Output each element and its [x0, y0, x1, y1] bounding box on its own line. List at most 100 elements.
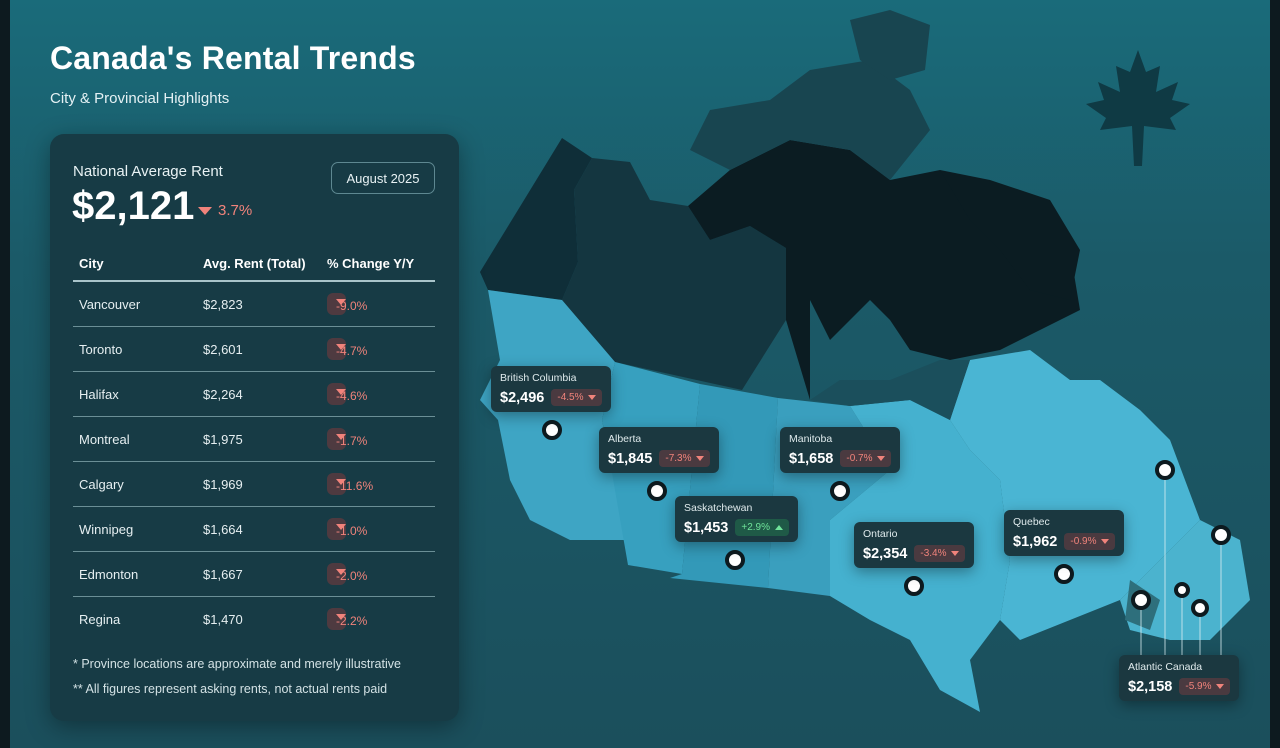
- province-card-saskatchewan[interactable]: Saskatchewan $1,453 +2.9%: [675, 496, 798, 542]
- table-row: Halifax $2,264 -4.6%: [73, 372, 435, 417]
- change-badge: -2.2%: [327, 608, 367, 630]
- caret-down-icon: [336, 524, 346, 530]
- province-change-badge: -5.9%: [1179, 678, 1231, 695]
- province-rent: $1,962: [1013, 533, 1058, 550]
- table-row: Toronto $2,601 -4.7%: [73, 327, 435, 372]
- province-change: -3.4%: [920, 548, 947, 559]
- province-name: Manitoba: [789, 433, 833, 445]
- infographic: Canada's Rental Trends City & Provincial…: [10, 0, 1270, 748]
- arctic-islands: [690, 60, 930, 180]
- province-change-badge: -4.5%: [551, 389, 603, 406]
- city-rent: $2,264: [203, 387, 243, 402]
- change-badge: -4.7%: [327, 338, 367, 360]
- caret-down-icon: [198, 206, 212, 215]
- change-badge: -11.6%: [327, 473, 373, 495]
- province-name: Ontario: [863, 528, 898, 540]
- national-change-value: 3.7%: [218, 202, 253, 219]
- province-change: -0.9%: [1070, 536, 1097, 547]
- page-subtitle: City & Provincial Highlights: [50, 90, 230, 107]
- change-badge: -1.0%: [327, 518, 367, 540]
- city-rent: $1,667: [203, 567, 243, 582]
- province-change: -7.3%: [665, 453, 692, 464]
- city-name: Vancouver: [79, 297, 141, 312]
- city-rent: $2,601: [203, 342, 243, 357]
- change-badge: -2.0%: [327, 563, 367, 585]
- caret-down-icon: [696, 456, 705, 461]
- map-pin-icon: [1155, 460, 1175, 480]
- arctic-islands-north: [850, 10, 930, 80]
- british-columbia: [480, 290, 628, 540]
- caret-down-icon: [336, 389, 346, 395]
- city-name: Halifax: [79, 387, 119, 402]
- province-rent: $1,845: [608, 450, 653, 467]
- province-card-atlantic-canada[interactable]: Atlantic Canada $2,158 -5.9%: [1119, 655, 1240, 701]
- caret-down-icon: [951, 551, 960, 556]
- province-name: Quebec: [1013, 516, 1050, 528]
- province-change: -0.7%: [846, 453, 873, 464]
- province-card-manitoba[interactable]: Manitoba $1,658 -0.7%: [780, 427, 901, 473]
- table-row: Calgary $1,969 -11.6%: [73, 462, 435, 507]
- column-header-rent: Avg. Rent (Total): [203, 256, 306, 271]
- yukon-territory: [480, 138, 592, 300]
- province-card-british-columbia[interactable]: British Columbia $2,496 -4.5%: [491, 366, 612, 412]
- caret-down-icon: [588, 395, 597, 400]
- caret-down-icon: [1216, 684, 1225, 689]
- province-change: -5.9%: [1185, 681, 1212, 692]
- map-pin-icon: [1174, 582, 1190, 598]
- table-row: Vancouver $2,823 -9.0%: [73, 282, 435, 327]
- caret-down-icon: [336, 614, 346, 620]
- caret-down-icon: [336, 344, 346, 350]
- caret-down-icon: [336, 479, 346, 485]
- province-rent: $1,453: [684, 519, 729, 536]
- city-rent: $2,823: [203, 297, 243, 312]
- map-pin-icon: [1211, 525, 1231, 545]
- national-average-change: 3.7%: [198, 202, 252, 219]
- province-card-alberta[interactable]: Alberta $1,845 -7.3%: [599, 427, 720, 473]
- column-header-change: % Change Y/Y: [327, 256, 415, 271]
- hudson-bay: [810, 360, 970, 420]
- change-badge: -1.7%: [327, 428, 367, 450]
- city-name: Calgary: [79, 477, 124, 492]
- province-change-badge: -3.4%: [914, 545, 966, 562]
- table-header: City Avg. Rent (Total) % Change Y/Y: [73, 250, 435, 282]
- map-pin-icon: [1191, 599, 1209, 617]
- province-change-badge: -0.7%: [840, 450, 892, 467]
- city-name: Toronto: [79, 342, 123, 357]
- map-pin-icon: [1131, 590, 1151, 610]
- change-badge: -4.6%: [327, 383, 367, 405]
- city-rent: $1,975: [203, 432, 243, 447]
- province-rent: $1,658: [789, 450, 834, 467]
- map-pin-icon: [647, 481, 667, 501]
- city-name: Montreal: [79, 432, 130, 447]
- province-card-ontario[interactable]: Ontario $2,354 -3.4%: [854, 522, 975, 568]
- maple-leaf-icon: [1086, 50, 1190, 166]
- table-row: Regina $1,470 -2.2%: [73, 597, 435, 642]
- quebec: [950, 350, 1200, 640]
- city-rent: $1,664: [203, 522, 243, 537]
- province-rent: $2,354: [863, 545, 908, 562]
- map-pin-icon: [830, 481, 850, 501]
- province-name: Alberta: [608, 433, 642, 445]
- national-average-value: $2,121: [72, 184, 195, 228]
- caret-down-icon: [336, 569, 346, 575]
- city-name: Regina: [79, 612, 121, 627]
- table-row: Montreal $1,975 -1.7%: [73, 417, 435, 462]
- footnote-2: ** All figures represent asking rents, n…: [73, 682, 388, 696]
- city-rent: $1,969: [203, 477, 243, 492]
- map-pin-icon: [904, 576, 924, 596]
- caret-up-icon: [775, 525, 783, 530]
- city-name: Winnipeg: [79, 522, 134, 537]
- province-change-badge: +2.9%: [735, 519, 789, 536]
- city-name: Edmonton: [79, 567, 139, 582]
- caret-down-icon: [1101, 539, 1110, 544]
- page-title: Canada's Rental Trends: [50, 40, 416, 76]
- province-change-badge: -0.9%: [1064, 533, 1116, 550]
- province-rent: $2,158: [1128, 678, 1173, 695]
- province-rent: $2,496: [500, 389, 545, 406]
- date-selector[interactable]: August 2025: [331, 162, 435, 194]
- province-name: Atlantic Canada: [1128, 661, 1203, 673]
- province-name: British Columbia: [500, 372, 577, 384]
- map-pin-icon: [542, 420, 562, 440]
- map-pin-icon: [725, 550, 745, 570]
- province-card-quebec[interactable]: Quebec $1,962 -0.9%: [1004, 510, 1125, 556]
